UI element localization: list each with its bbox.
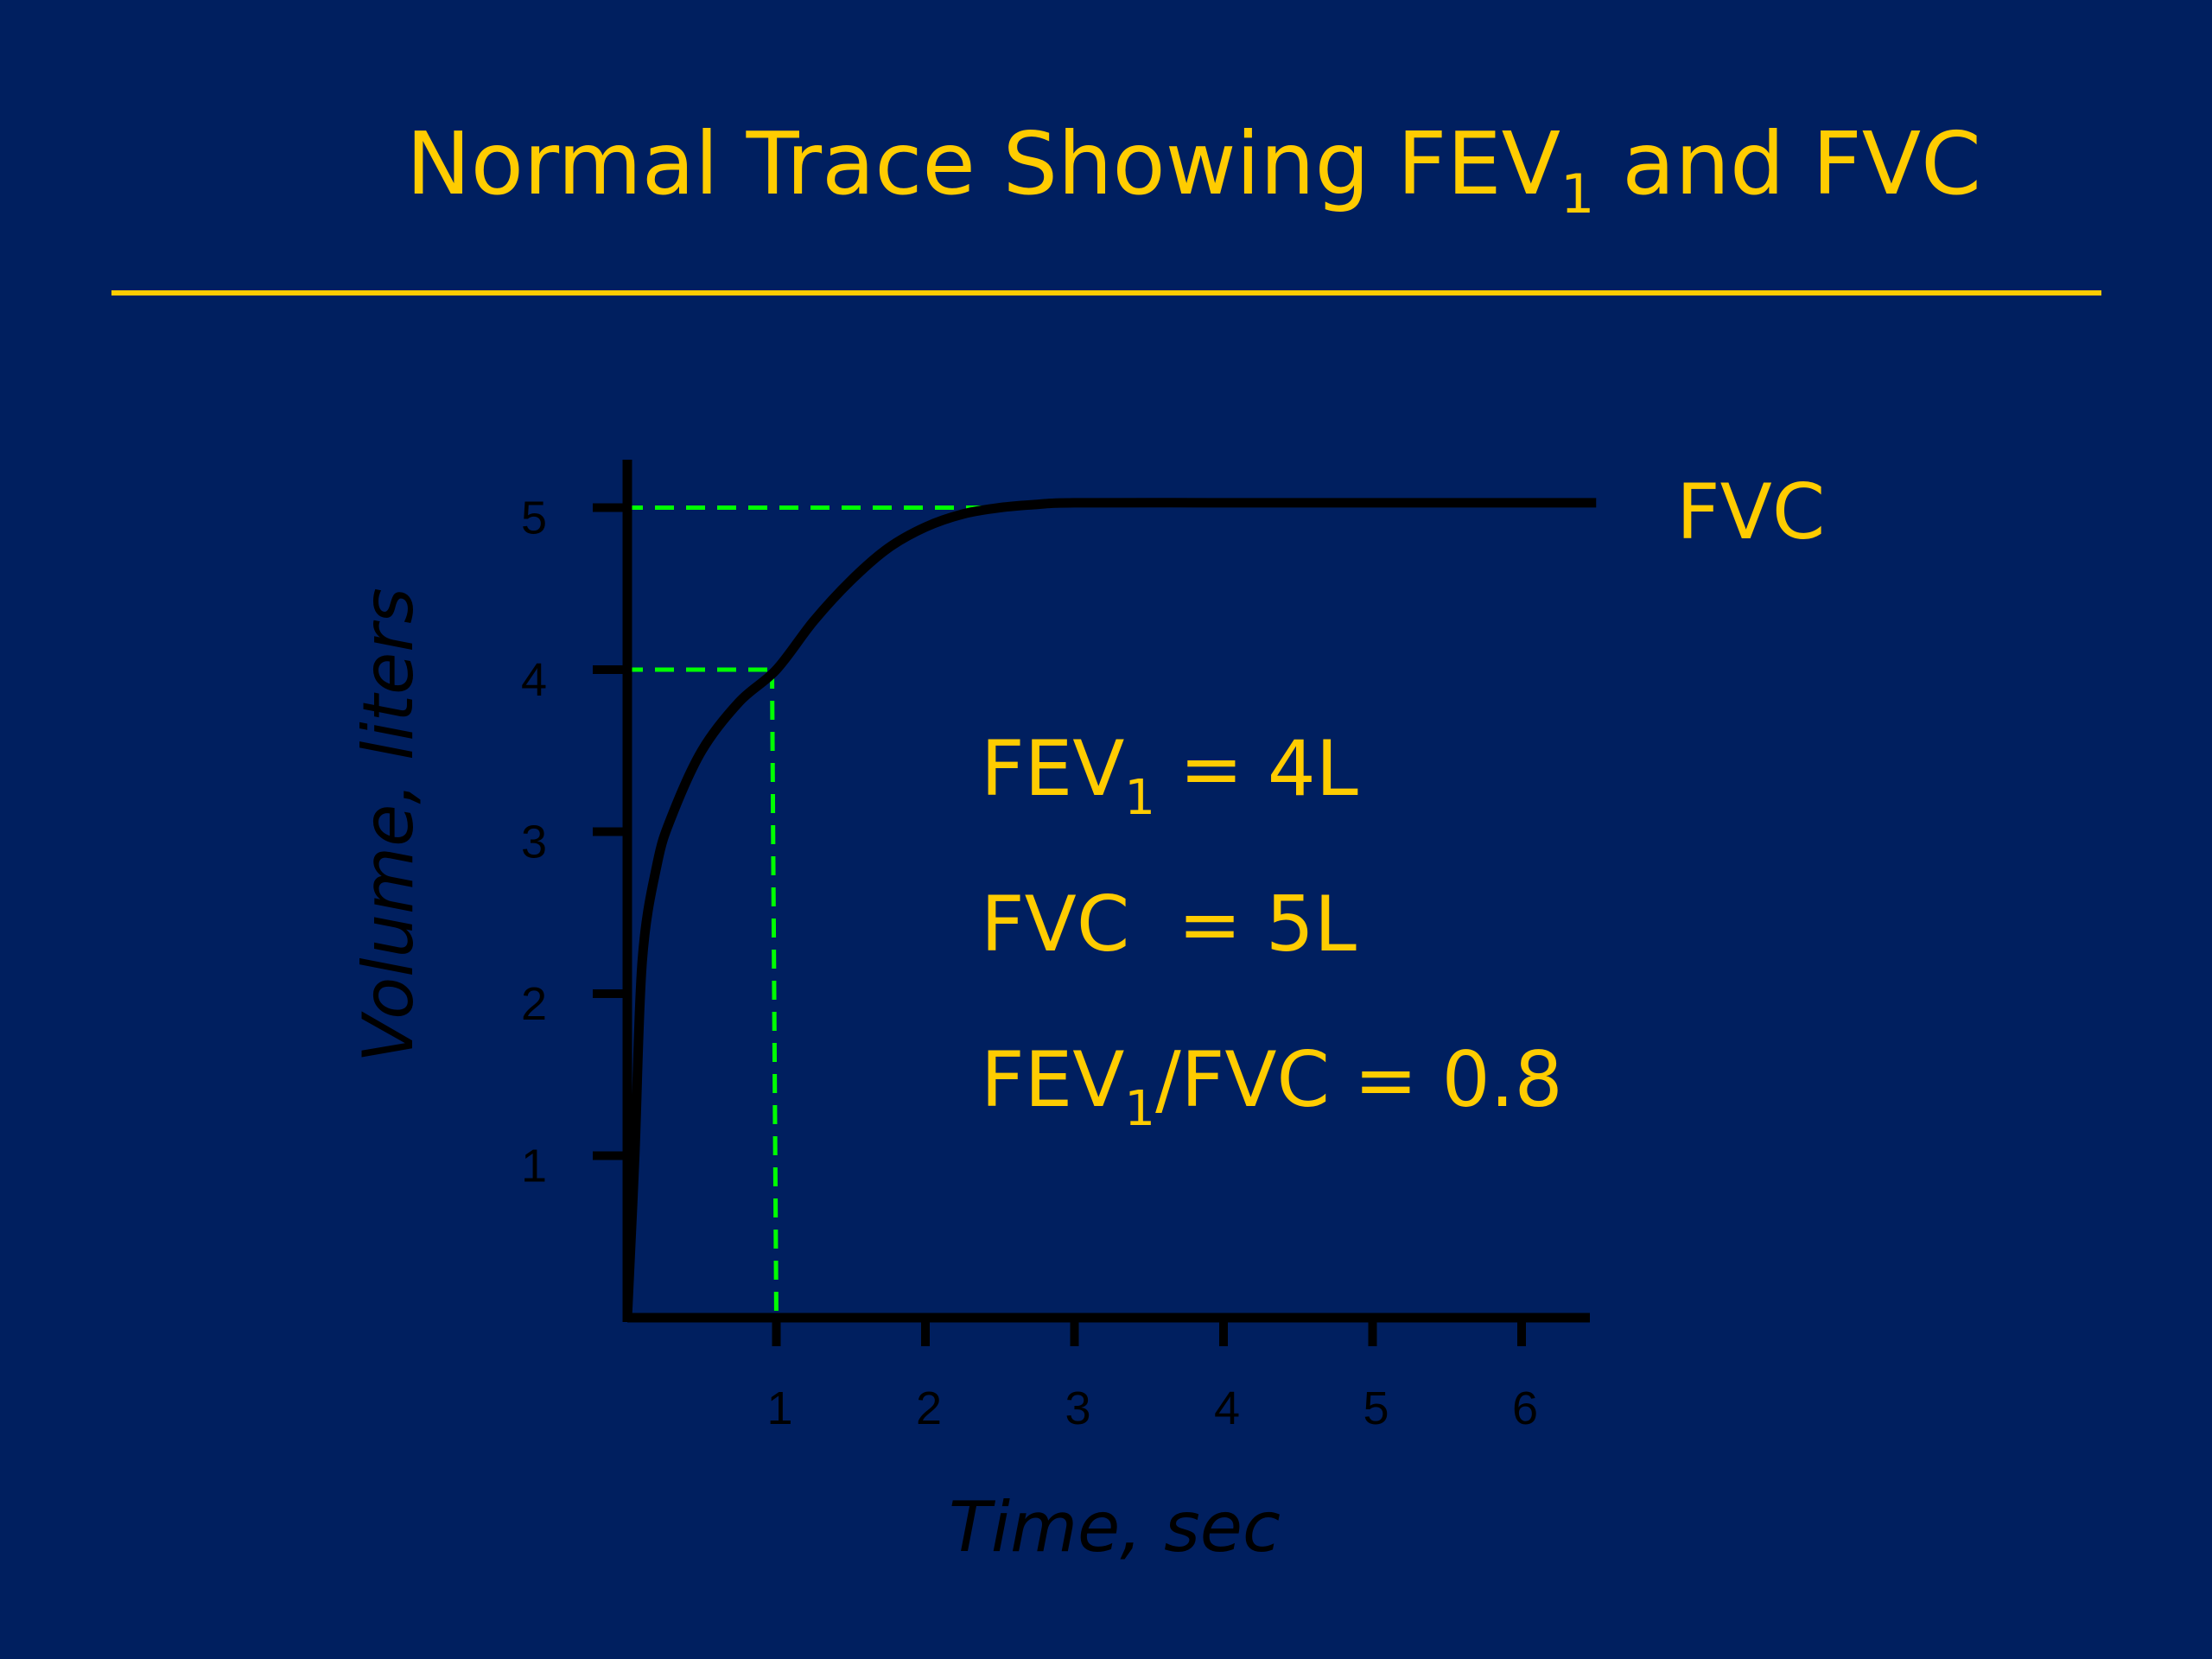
x-tick-label: 6 bbox=[1512, 1382, 1538, 1434]
y-tick-label: 1 bbox=[521, 1141, 547, 1192]
ratio-annotation: FEV1/FVC = 0.8 bbox=[981, 1035, 1563, 1137]
volume-time-curve bbox=[622, 498, 1597, 1319]
x-ticks: 1 2 3 4 5 6 bbox=[766, 1318, 1538, 1434]
y-axis-label: Volume, liters bbox=[348, 588, 429, 1063]
x-tick-label: 2 bbox=[916, 1382, 942, 1434]
y-tick-label: 5 bbox=[521, 493, 547, 544]
x-tick-label: 1 bbox=[766, 1382, 792, 1434]
title-divider bbox=[111, 290, 2101, 296]
title-tail: and FVC bbox=[1594, 113, 1981, 214]
ratio-subscript: 1 bbox=[1124, 1081, 1155, 1137]
y-tick-label: 2 bbox=[521, 978, 547, 1030]
y-tick-label: 3 bbox=[521, 817, 547, 868]
x-tick-label: 5 bbox=[1363, 1382, 1389, 1434]
ratio-prefix: FEV bbox=[981, 1035, 1124, 1124]
fvc-curve-label: FVC bbox=[1676, 467, 1825, 556]
fev1-prefix: FEV bbox=[981, 724, 1124, 813]
y-tick-label: 4 bbox=[521, 654, 547, 706]
y-ticks: 1 2 3 4 5 bbox=[521, 493, 627, 1192]
fev1-vertical-guide bbox=[770, 669, 779, 1323]
ratio-value: /FVC = 0.8 bbox=[1155, 1035, 1563, 1124]
x-tick-label: 3 bbox=[1065, 1382, 1090, 1434]
chart-axes bbox=[622, 460, 1590, 1323]
fev1-subscript: 1 bbox=[1124, 770, 1155, 826]
slide-title: Normal Trace Showing FEV1 and FVC bbox=[0, 121, 2212, 221]
fvc-annotation: FVC = 5L bbox=[981, 880, 1357, 969]
fev1-value: = 4L bbox=[1155, 724, 1358, 813]
title-main: Normal Trace Showing FEV bbox=[406, 113, 1561, 214]
x-axis-label: Time, sec bbox=[949, 1487, 1281, 1567]
guide-lines bbox=[593, 505, 1001, 1323]
x-tick-label: 4 bbox=[1214, 1382, 1240, 1434]
fev1-annotation: FEV1 = 4L bbox=[981, 724, 1358, 826]
title-subscript: 1 bbox=[1560, 162, 1595, 226]
